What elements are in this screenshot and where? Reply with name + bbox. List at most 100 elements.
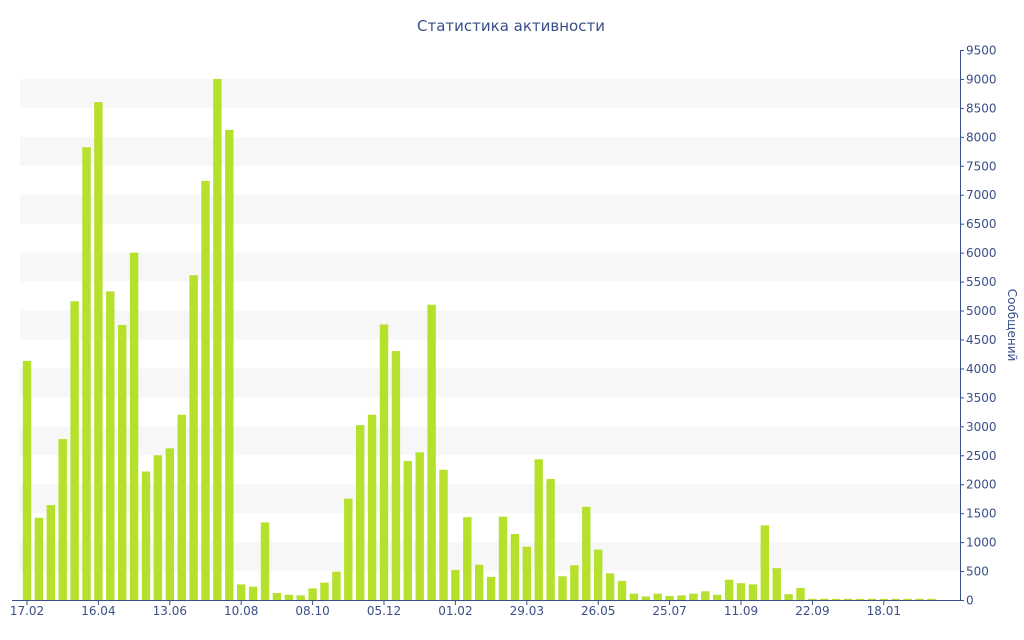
bar	[736, 583, 746, 600]
x-tick-label: 13.06	[153, 604, 187, 618]
bar	[34, 517, 44, 600]
bar	[820, 598, 829, 600]
bar	[546, 479, 555, 600]
axes	[12, 50, 964, 605]
bar	[106, 291, 115, 600]
grid-band	[20, 252, 960, 282]
x-tick-labels: 17.02 16.04 13.06 10.08 08.10 05.12 01.02 29.03…	[10, 604, 901, 618]
bar	[558, 576, 567, 600]
y-tick-label: 1500	[966, 507, 997, 521]
bar	[320, 582, 329, 600]
bar	[772, 568, 781, 600]
bar	[653, 593, 662, 600]
bar	[237, 584, 246, 600]
y-tick-label: 500	[966, 565, 989, 579]
y-tick-label: 0	[966, 594, 974, 608]
grid-band	[20, 368, 960, 398]
bar	[713, 594, 722, 600]
bar	[344, 498, 353, 600]
bar	[582, 506, 591, 600]
bar	[784, 594, 793, 600]
y-tick-label: 4000	[966, 362, 997, 376]
grid-band	[20, 194, 960, 224]
bar	[367, 414, 377, 600]
bar	[843, 598, 853, 600]
grid-band	[20, 78, 960, 108]
bar	[272, 593, 282, 600]
bar	[201, 180, 210, 600]
bar	[308, 588, 317, 600]
bar	[356, 425, 365, 600]
bar	[118, 325, 127, 600]
bar	[46, 505, 55, 600]
bar	[724, 579, 734, 600]
bar	[22, 360, 32, 600]
y-tick-label: 2500	[966, 449, 997, 463]
bar	[463, 517, 472, 600]
bar	[141, 471, 151, 600]
bar	[284, 594, 293, 600]
bar	[165, 448, 174, 600]
bar	[903, 598, 912, 600]
bar	[391, 351, 401, 600]
bar	[70, 301, 79, 600]
bar	[439, 469, 448, 600]
bar	[153, 455, 163, 600]
y-tick-label: 8500	[966, 101, 997, 115]
grid-bands	[20, 78, 960, 572]
bar	[225, 129, 234, 601]
bar	[475, 564, 484, 600]
bar	[927, 598, 936, 600]
bar	[129, 252, 139, 600]
y-tick-label: 3000	[966, 420, 997, 434]
bar	[177, 414, 186, 600]
bar	[213, 78, 222, 600]
bar	[415, 452, 424, 600]
bar	[879, 598, 888, 600]
x-tick-label: 17.02	[10, 604, 44, 618]
bar	[82, 147, 91, 600]
bar	[260, 522, 270, 600]
y-tick-label: 4500	[966, 333, 997, 347]
bar	[605, 573, 615, 600]
bar	[641, 596, 650, 600]
bar	[629, 593, 639, 600]
grid-band	[20, 426, 960, 456]
bar	[403, 461, 412, 600]
bar	[510, 534, 520, 600]
y-tick-label: 5000	[966, 304, 997, 318]
x-tick-label: 29.03	[510, 604, 544, 618]
x-tick-label: 25.07	[652, 604, 686, 618]
bar	[665, 595, 674, 600]
bar	[689, 593, 698, 600]
bar	[891, 598, 900, 600]
bar	[498, 516, 508, 600]
bar	[760, 525, 769, 600]
bar	[808, 598, 817, 600]
bar	[855, 598, 865, 600]
y-tick-label: 9500	[966, 44, 997, 58]
bar	[867, 598, 877, 600]
y-tick-label: 6000	[966, 246, 997, 260]
x-tick-label: 01.02	[438, 604, 472, 618]
x-tick-label: 18.01	[867, 604, 901, 618]
bar	[189, 275, 198, 600]
y-tick-label: 5500	[966, 275, 997, 289]
y-tick-labels: 0 500 1000 1500 2000 2500 3000 3500 4000 4500 5000…	[966, 44, 997, 608]
bar	[427, 304, 436, 600]
x-tick-label: 08.10	[295, 604, 329, 618]
bar	[94, 102, 103, 601]
grid-band	[20, 310, 960, 340]
x-tick-label: 10.08	[224, 604, 258, 618]
y-tick-label: 3500	[966, 391, 997, 405]
bar	[570, 565, 579, 600]
bar	[451, 569, 460, 600]
x-tick-label: 16.04	[81, 604, 115, 618]
grid-band	[20, 542, 960, 572]
y-tick-label: 8000	[966, 130, 997, 144]
bar	[677, 595, 686, 600]
bar	[617, 580, 627, 600]
bar	[522, 546, 531, 600]
y-tick-label: 7500	[966, 159, 997, 173]
